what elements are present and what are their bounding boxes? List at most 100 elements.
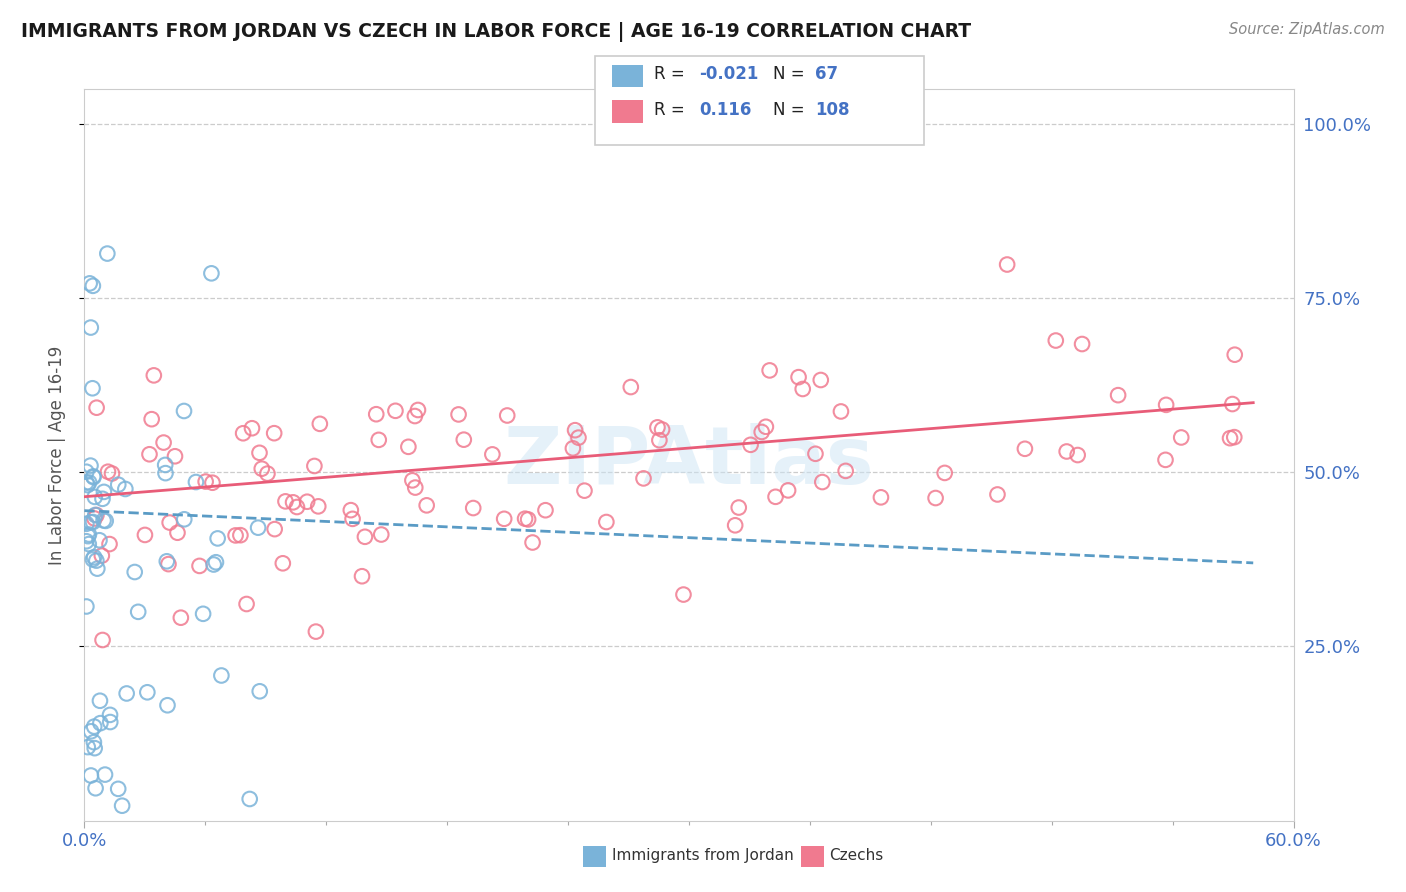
Point (415, 499, 437, 513)
Point (77, 475, 100, 490)
Point (96, 246, 118, 260)
Point (463, 501, 485, 516)
Point (1170, 430, 1192, 444)
Point (86, 401, 108, 415)
Point (401, 474, 423, 488)
Point (232, 426, 254, 441)
Point (173, 404, 195, 418)
Point (633, 471, 655, 485)
Point (188, 558, 211, 573)
Point (82, 552, 104, 566)
Point (263, 426, 285, 441)
Point (152, 435, 174, 450)
Point (83, 720, 105, 734)
Point (90, 549, 112, 563)
Point (247, 521, 270, 535)
Point (830, 404, 852, 418)
Text: IMMIGRANTS FROM JORDAN VS CZECH IN LABOR FORCE | AGE 16-19 CORRELATION CHART: IMMIGRANTS FROM JORDAN VS CZECH IN LABOR… (21, 22, 972, 42)
Point (201, 475, 224, 490)
Point (83, 550, 105, 565)
Point (82, 381, 104, 395)
Point (156, 698, 179, 713)
Point (404, 481, 426, 495)
Point (98, 707, 121, 722)
Point (89, 533, 111, 548)
Point (564, 423, 586, 437)
Text: N =: N = (773, 101, 810, 119)
Point (75, 465, 97, 479)
Point (141, 412, 163, 426)
Point (370, 527, 392, 541)
Point (924, 491, 946, 505)
Point (173, 512, 195, 526)
Text: R =: R = (654, 101, 690, 119)
Text: 0.116: 0.116 (699, 101, 751, 119)
Point (76, 740, 98, 755)
Point (86, 561, 108, 575)
Point (1154, 453, 1177, 467)
Point (1071, 337, 1094, 351)
Point (810, 373, 832, 387)
Point (94, 514, 117, 528)
Point (155, 466, 177, 480)
Point (91, 632, 114, 647)
Point (107, 781, 129, 796)
Point (295, 494, 318, 508)
Point (79, 277, 101, 291)
Point (534, 503, 557, 517)
Point (648, 434, 671, 448)
Point (184, 475, 207, 489)
Point (447, 408, 470, 422)
Point (159, 516, 181, 530)
Point (1154, 398, 1177, 412)
Point (157, 557, 180, 571)
Point (127, 605, 149, 619)
Point (77, 537, 100, 551)
Point (340, 503, 363, 517)
Point (522, 535, 544, 549)
Point (83, 735, 105, 749)
Point (751, 425, 773, 439)
Point (496, 409, 519, 423)
Point (76, 478, 98, 492)
Point (308, 417, 330, 431)
Point (1219, 431, 1241, 445)
Point (561, 442, 583, 456)
Point (305, 624, 328, 639)
Point (342, 512, 364, 526)
Point (83, 741, 105, 756)
Point (235, 597, 257, 611)
Point (80, 724, 103, 739)
Point (404, 409, 426, 423)
Point (138, 447, 160, 461)
Point (672, 588, 695, 602)
Point (97, 465, 120, 479)
Point (804, 447, 827, 461)
Point (136, 685, 159, 699)
Point (80, 516, 103, 530)
Point (934, 466, 956, 480)
Point (83, 470, 105, 484)
Point (80, 320, 103, 334)
Point (724, 518, 747, 533)
Point (778, 483, 800, 498)
Point (787, 370, 810, 384)
Point (620, 380, 643, 394)
Text: ZIPAtlas: ZIPAtlas (503, 423, 875, 501)
Point (191, 607, 214, 621)
Point (205, 555, 228, 569)
Point (481, 447, 503, 461)
Point (1066, 448, 1088, 462)
Point (1223, 430, 1246, 444)
Point (647, 420, 669, 434)
Point (350, 569, 373, 583)
Point (83, 490, 105, 504)
Point (567, 431, 589, 445)
Point (75, 534, 97, 549)
Point (77, 529, 100, 543)
Point (574, 483, 596, 498)
Point (811, 475, 834, 489)
Point (142, 368, 165, 383)
Text: Immigrants from Jordan: Immigrants from Jordan (612, 848, 793, 863)
Point (995, 258, 1018, 272)
